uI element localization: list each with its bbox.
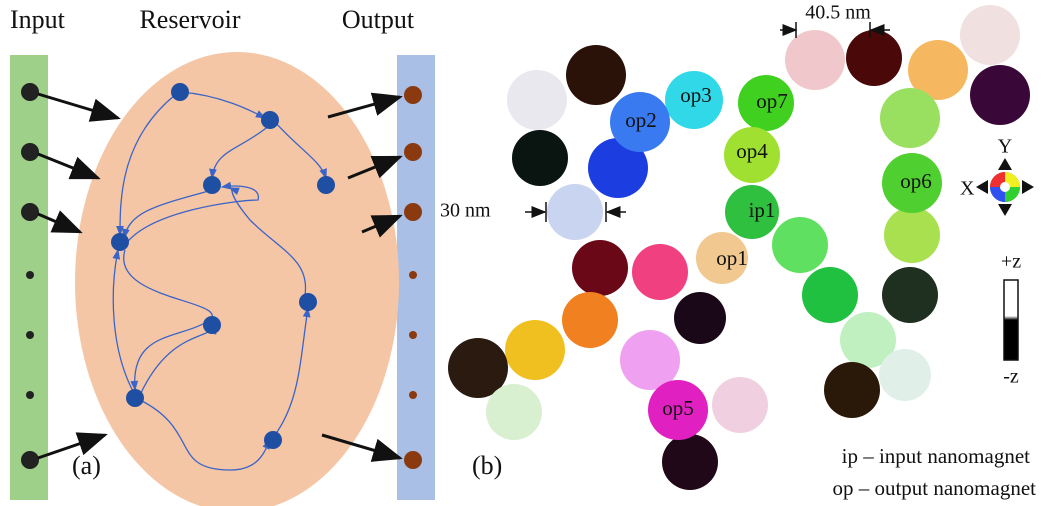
legend-entry: ip – input nanomagnet: [842, 444, 1031, 468]
panel-tag: (b): [472, 451, 502, 480]
legend-entry: op – output nanomagnet: [832, 476, 1036, 500]
reservoir-label: Reservoir: [139, 5, 240, 34]
magnet-label: op6: [900, 169, 932, 193]
magnet-label: op7: [756, 89, 788, 113]
panel-tag: (a): [72, 451, 101, 480]
output-label: Output: [342, 5, 415, 34]
figure: Input Reservoir Output (a): [0, 0, 1047, 506]
z-scale: [1004, 280, 1018, 360]
dimension-label: 30 nm: [440, 200, 491, 222]
axis-label: X: [960, 178, 975, 200]
panel-b: op3 op2 op7 op4 ip1 op6 op1 op5 40.5 nm …: [440, 2, 1036, 500]
reservoir: [75, 52, 399, 506]
magnet-label: op1: [716, 246, 748, 270]
magnet-label: ip1: [749, 198, 776, 222]
color-wheel: [976, 158, 1034, 216]
dimension-label: 40.5 nm: [805, 2, 871, 24]
magnet-label: op3: [680, 83, 712, 107]
scale-label: -z: [1003, 366, 1019, 388]
scale-label: +z: [1001, 251, 1021, 273]
magnet-label: op5: [662, 396, 694, 420]
magnet-label: op2: [625, 108, 657, 132]
magnet-label: op4: [736, 139, 768, 163]
input-label: Input: [10, 5, 66, 34]
axis-label: Y: [998, 136, 1012, 158]
panel-a: Input Reservoir Output (a): [10, 5, 435, 506]
